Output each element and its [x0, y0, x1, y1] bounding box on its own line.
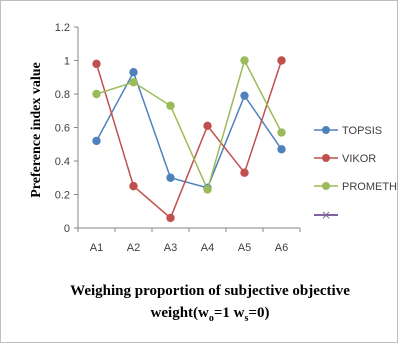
- y-axis-label: Preference index value: [29, 62, 44, 198]
- series-promethee: [92, 56, 286, 194]
- data-point: [129, 68, 138, 77]
- chart-caption: Weighing proportion of subjective object…: [60, 280, 360, 330]
- x-tick-label: A4: [201, 242, 214, 254]
- caption-sub-s: s: [244, 313, 249, 324]
- y-tick-label: 1: [64, 56, 70, 68]
- data-point: [277, 145, 286, 154]
- caption-line-2: weight(wo=1 ws=0): [60, 302, 360, 330]
- y-tick-label: 0: [64, 223, 70, 235]
- x-axis: A1 A2 A3 A4 A5 A6: [77, 227, 301, 254]
- series-line: [96, 58, 283, 192]
- y-tick-label: 0.6: [55, 123, 70, 135]
- data-point: [129, 78, 138, 87]
- caption-sub-o: o: [208, 313, 214, 324]
- x-tick-label: A6: [275, 242, 288, 254]
- legend-label: TOPSIS: [342, 125, 382, 137]
- legend-label: VIKOR: [342, 153, 376, 165]
- caption-line-2-prefix: weight(w: [150, 305, 209, 321]
- series-vikor: [92, 56, 286, 223]
- data-point: [166, 101, 175, 110]
- y-tick-label: 0.4: [55, 156, 70, 168]
- caption-line-1: Weighing proportion of subjective object…: [70, 283, 350, 299]
- caption-line-2-mid: =1 w: [213, 305, 245, 321]
- legend-item-vikor: VIKOR: [314, 153, 376, 165]
- data-point: [240, 168, 249, 177]
- legend-x-marker: ×: [321, 208, 331, 222]
- legend-marker: [322, 126, 330, 134]
- x-tick-label: A2: [127, 242, 140, 254]
- y-tick-label: 0.8: [55, 89, 70, 101]
- data-point: [277, 56, 286, 65]
- data-point: [203, 121, 212, 131]
- legend-label: PROMETHEE: [342, 181, 398, 193]
- data-point: [166, 173, 175, 182]
- series-line: [95, 60, 283, 220]
- data-point: [277, 128, 286, 137]
- data-point: [92, 59, 101, 69]
- legend-item-promethee: PROMETHEE: [314, 181, 398, 193]
- y-axis: 0 0.2 0.4 0.6 0.8 1 1.2: [55, 22, 79, 235]
- y-tick-label: 0.2: [55, 190, 70, 202]
- legend-item-extra: ×: [314, 208, 338, 222]
- legend-marker: [322, 182, 330, 190]
- data-point: [166, 213, 175, 223]
- caption-line-2-suffix: =0): [248, 305, 270, 321]
- legend: TOPSIS VIKOR PROMETHEE ×: [314, 125, 398, 222]
- y-tick-label: 1.2: [55, 22, 70, 34]
- data-point: [203, 185, 212, 194]
- data-point: [92, 89, 101, 99]
- x-tick-label: A1: [90, 242, 103, 254]
- x-tick-label: A3: [164, 242, 177, 254]
- data-point: [129, 181, 138, 191]
- data-point: [240, 56, 249, 65]
- legend-marker: [322, 154, 330, 162]
- data-point: [240, 91, 249, 100]
- series-layer: [92, 56, 286, 223]
- x-tick-label: A5: [238, 242, 251, 254]
- legend-item-topsis: TOPSIS: [314, 125, 382, 137]
- data-point: [92, 136, 101, 146]
